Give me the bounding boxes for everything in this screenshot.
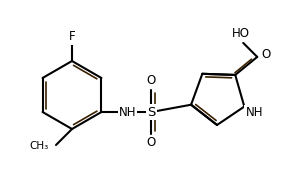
Text: NH: NH <box>246 106 263 119</box>
Text: F: F <box>69 31 75 44</box>
Text: O: O <box>147 74 156 87</box>
Text: CH₃: CH₃ <box>30 141 49 151</box>
Text: S: S <box>147 106 156 119</box>
Text: NH: NH <box>119 106 136 119</box>
Text: O: O <box>262 48 271 61</box>
Text: HO: HO <box>232 27 250 40</box>
Text: O: O <box>147 137 156 150</box>
